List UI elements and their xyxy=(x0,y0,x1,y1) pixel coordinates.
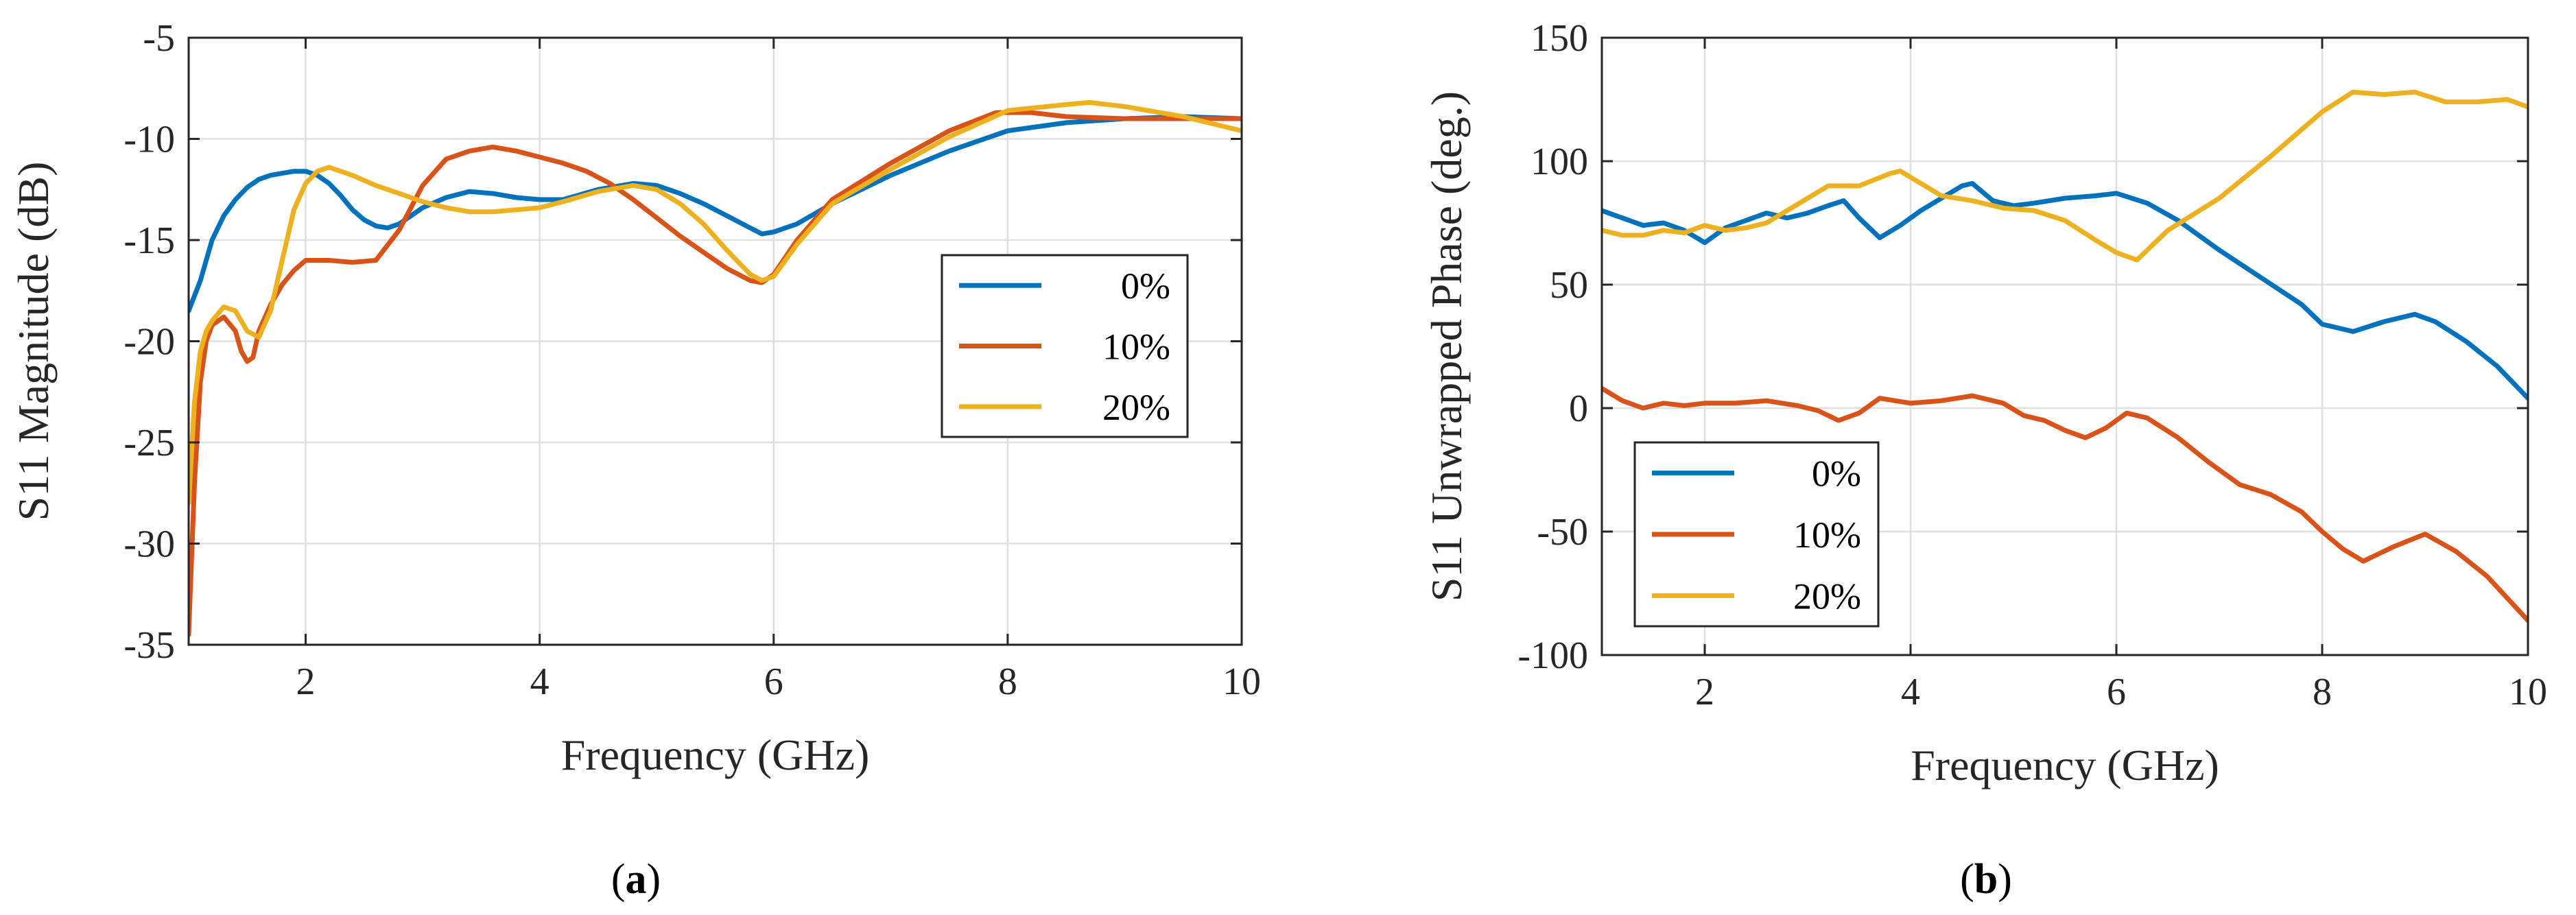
y-tick-label: 150 xyxy=(1531,17,1588,60)
legend: 0% 10% 20% xyxy=(1633,441,1880,628)
series-line-b-1 xyxy=(1602,385,2528,623)
y-tick-label: -15 xyxy=(123,219,175,262)
caption-a: (a) xyxy=(611,856,661,903)
y-tick-label: 50 xyxy=(1550,264,1588,307)
series-line-a-1 xyxy=(189,110,1242,637)
y-tick-label: -5 xyxy=(143,17,175,60)
y-tick-label: -10 xyxy=(123,119,175,161)
x-tick-label: 10 xyxy=(1222,661,1261,703)
x-tick-label: 2 xyxy=(296,661,316,703)
chart-b: 2 4 6 8 10 -100 -50 0 50 100 150 Frequency (GHz) S11… xyxy=(1422,17,2547,789)
legend-label: 10% xyxy=(1793,514,1861,556)
series-line-b-2 xyxy=(1602,89,2528,263)
y-tick-label: -50 xyxy=(1537,511,1588,554)
x-tick-label: 8 xyxy=(2313,671,2332,713)
y-tick-label: 0 xyxy=(1569,388,1588,430)
x-tick-label: 10 xyxy=(2509,671,2547,713)
legend-label: 20% xyxy=(1102,387,1170,428)
x-axis-label: Frequency (GHz) xyxy=(1911,741,2219,789)
chart-a: 2 4 6 8 10 -35 -30 -25 -20 -15 -10 -5 Frequency (GHz… xyxy=(9,17,1261,779)
x-tick-label: 4 xyxy=(1901,671,1920,713)
series-line-b-0 xyxy=(1602,180,2528,401)
series-line-a-2 xyxy=(189,99,1242,506)
x-axis-label: Frequency (GHz) xyxy=(561,730,870,779)
x-tick-label: 2 xyxy=(1695,671,1714,713)
y-tick-label: -35 xyxy=(123,624,175,667)
x-tick-label: 6 xyxy=(2107,671,2126,713)
y-tick-label: 100 xyxy=(1531,141,1588,183)
y-axis-label: S11 Magnitude (dB) xyxy=(9,162,58,521)
y-axis-label: S11 Unwrapped Phase (deg.) xyxy=(1422,91,1471,602)
legend: 0% 10% 20% xyxy=(941,254,1189,438)
y-tick-label: -100 xyxy=(1517,634,1588,677)
caption-b: (b) xyxy=(1960,856,2012,903)
x-tick-label: 8 xyxy=(998,661,1017,703)
legend-label: 0% xyxy=(1121,265,1170,307)
legend-label: 10% xyxy=(1102,326,1170,368)
legend-label: 0% xyxy=(1812,453,1861,495)
y-tick-label: -25 xyxy=(123,422,175,464)
x-tick-label: 6 xyxy=(764,661,783,703)
y-tick-label: -30 xyxy=(123,523,175,566)
axes-box xyxy=(1600,36,2529,656)
legend-label: 20% xyxy=(1793,575,1861,617)
x-tick-label: 4 xyxy=(530,661,550,703)
y-tick-label: -20 xyxy=(123,321,175,364)
